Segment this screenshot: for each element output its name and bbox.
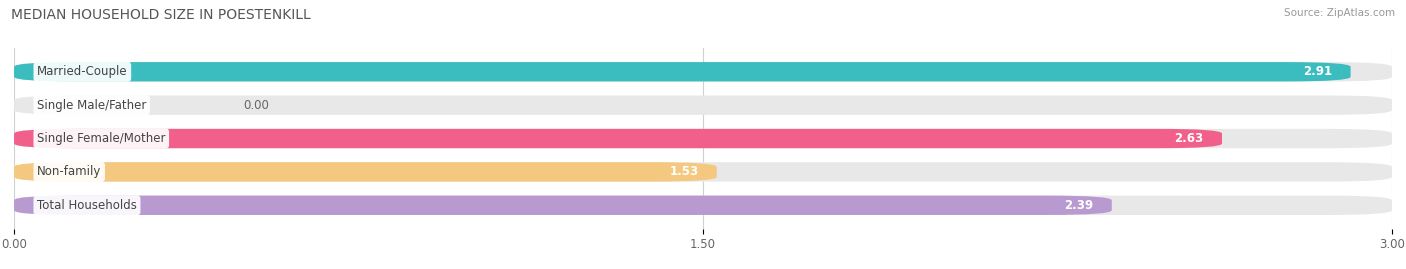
FancyBboxPatch shape [14,95,1392,115]
FancyBboxPatch shape [14,129,1392,148]
FancyBboxPatch shape [14,62,1351,82]
Text: 2.39: 2.39 [1064,199,1094,212]
FancyBboxPatch shape [14,196,1112,215]
Text: Non-family: Non-family [37,165,101,178]
Text: 0.00: 0.00 [243,99,270,112]
Text: Single Female/Mother: Single Female/Mother [37,132,166,145]
Text: 1.53: 1.53 [669,165,699,178]
FancyBboxPatch shape [14,196,1392,215]
Text: Married-Couple: Married-Couple [37,65,128,78]
Text: MEDIAN HOUSEHOLD SIZE IN POESTENKILL: MEDIAN HOUSEHOLD SIZE IN POESTENKILL [11,8,311,22]
FancyBboxPatch shape [14,162,1392,182]
Text: Single Male/Father: Single Male/Father [37,99,146,112]
FancyBboxPatch shape [14,162,717,182]
Text: 2.63: 2.63 [1174,132,1204,145]
Text: Source: ZipAtlas.com: Source: ZipAtlas.com [1284,8,1395,18]
Text: Total Households: Total Households [37,199,136,212]
FancyBboxPatch shape [14,62,1392,82]
Text: 2.91: 2.91 [1303,65,1333,78]
FancyBboxPatch shape [14,129,1222,148]
